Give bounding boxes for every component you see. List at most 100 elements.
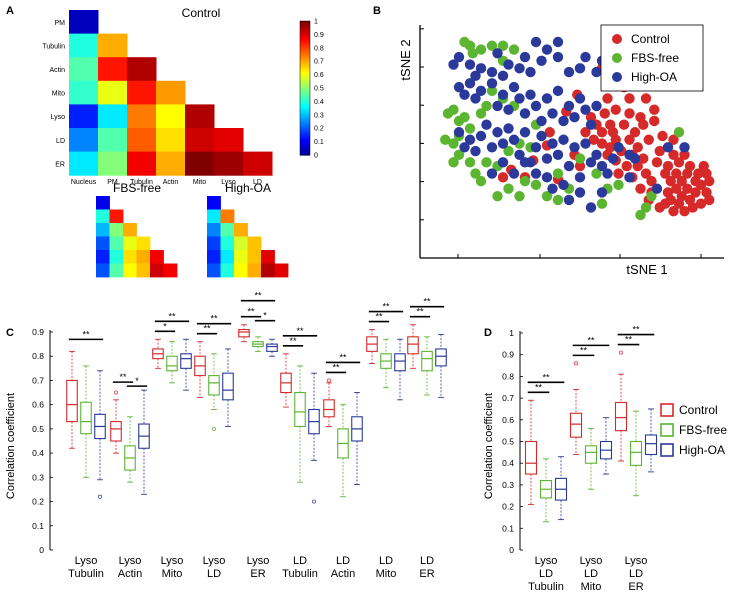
heatmap-cell (127, 151, 157, 176)
scatter-point-fbs-free (475, 44, 487, 55)
heatmap-cell (234, 223, 248, 237)
scatter-point-high-oa (503, 123, 514, 134)
scatter-point-control (695, 198, 707, 209)
box-y-tick-label: 0 (39, 545, 44, 555)
box-outlier (212, 426, 216, 431)
heatmap-cell (109, 263, 124, 278)
scatter-point-high-oa (530, 100, 542, 112)
colorbar-segment (300, 32, 310, 35)
scatter-point-control (679, 149, 690, 160)
heatmap-high-oa (207, 196, 289, 278)
heatmap-cell (185, 104, 215, 129)
box-y-tick-label: 0.2 (502, 502, 514, 512)
heatmap-cell (69, 10, 99, 35)
scatter-point-control (624, 134, 635, 145)
scatter-point-control (638, 153, 649, 164)
scatter-point-high-oa (492, 127, 503, 138)
scatter-point-high-oa (475, 63, 487, 74)
box-category-label: LD (584, 568, 598, 580)
colorbar-segment (300, 23, 310, 27)
colorbar-segment (300, 137, 310, 140)
heatmap-cell (214, 151, 244, 176)
scatter-point-fbs-free (453, 149, 465, 160)
heatmap-cell (96, 263, 110, 278)
scatter-point-control (671, 183, 682, 194)
heatmap-cell (234, 250, 248, 264)
legend-label-control: Control (631, 32, 670, 46)
colorbar-segment (300, 65, 310, 69)
significance-stars: ** (210, 314, 218, 324)
colorbar-segment (300, 52, 310, 56)
heatmap-col-label: Mito (193, 179, 206, 186)
box-category-label: LD (293, 555, 307, 567)
scatter-point-high-oa (530, 36, 542, 48)
heatmap-col-label: LD (253, 179, 262, 186)
box-category-label: ER (419, 568, 434, 580)
scatter-point-control (596, 127, 608, 138)
panel-label-a: A (6, 5, 14, 17)
colorbar-segment (300, 38, 310, 42)
scatter-point-control (673, 157, 685, 168)
significance-stars: ** (82, 329, 90, 339)
heatmap-cell (123, 236, 137, 251)
box-category-label: Tubulin (528, 581, 564, 593)
colorbar-segment (300, 72, 310, 76)
significance-stars: * (163, 321, 167, 331)
box-category-label: Lyso (580, 555, 603, 567)
scatter-point-control (693, 168, 704, 179)
heatmap-cell (96, 209, 110, 224)
heatmap-col-label: PM (107, 179, 118, 186)
box-iqr (569, 412, 583, 438)
scatter-point-high-oa (552, 85, 564, 97)
box-iqr (208, 375, 220, 396)
scatter-point-high-oa (519, 127, 531, 138)
scatter-point-control (635, 183, 646, 194)
scatter-point-high-oa (629, 153, 641, 164)
colorbar-segment (300, 79, 310, 82)
scatter-point-high-oa (470, 70, 481, 82)
scatter-point-high-oa (536, 55, 547, 66)
scatter-point-high-oa (591, 66, 602, 78)
box-iqr (629, 440, 643, 466)
colorbar-segment (300, 43, 310, 47)
heatmap-cell (207, 209, 221, 224)
colorbar-segment (300, 108, 310, 111)
scatter-point-high-oa (497, 157, 509, 168)
scatter-point-fbs-free (470, 168, 481, 179)
heatmap-cell (98, 104, 128, 129)
scatter-point-fbs-free (596, 198, 608, 209)
scatter-point-high-oa (464, 134, 476, 145)
box-category-label: LD (207, 568, 221, 580)
scatter-point-fbs-free (640, 202, 652, 213)
scatter-point-high-oa (585, 119, 597, 130)
heatmap-cell (150, 250, 164, 264)
scatter-point-control (704, 175, 715, 187)
scatter-point-high-oa (525, 66, 536, 78)
significance-stars: ** (382, 302, 390, 312)
scatter-point-fbs-free (646, 190, 657, 202)
colorbar-segment (300, 50, 310, 53)
box-category-label: LD (336, 555, 350, 567)
colorbar-segment (300, 70, 310, 73)
box-category-label: Lyso (203, 555, 226, 567)
scatter-point-high-oa (662, 142, 674, 153)
scatter-point-fbs-free (552, 168, 564, 179)
heatmap-cell (109, 250, 124, 264)
box-iqr (166, 355, 178, 372)
scatter-point-high-oa (591, 149, 602, 160)
scatter-point-high-oa (558, 115, 569, 127)
scatter-point-high-oa (459, 89, 470, 100)
scatter-point-fbs-free (519, 175, 531, 187)
box-y-tick-label: 0.9 (502, 350, 514, 360)
panel-label-b: B (373, 5, 381, 17)
box-iqr (407, 336, 419, 355)
heatmap-cell (247, 236, 262, 251)
significance-stars: ** (542, 372, 550, 382)
scatter-point-control (668, 134, 679, 145)
scatter-point-control (665, 194, 676, 206)
heatmap-row-label: Actin (49, 67, 65, 74)
scatter-point-fbs-free (481, 157, 492, 168)
scatter-point-control (605, 142, 616, 153)
colorbar-tick-label: 0.5 (314, 86, 324, 93)
box-outlier (327, 378, 331, 383)
